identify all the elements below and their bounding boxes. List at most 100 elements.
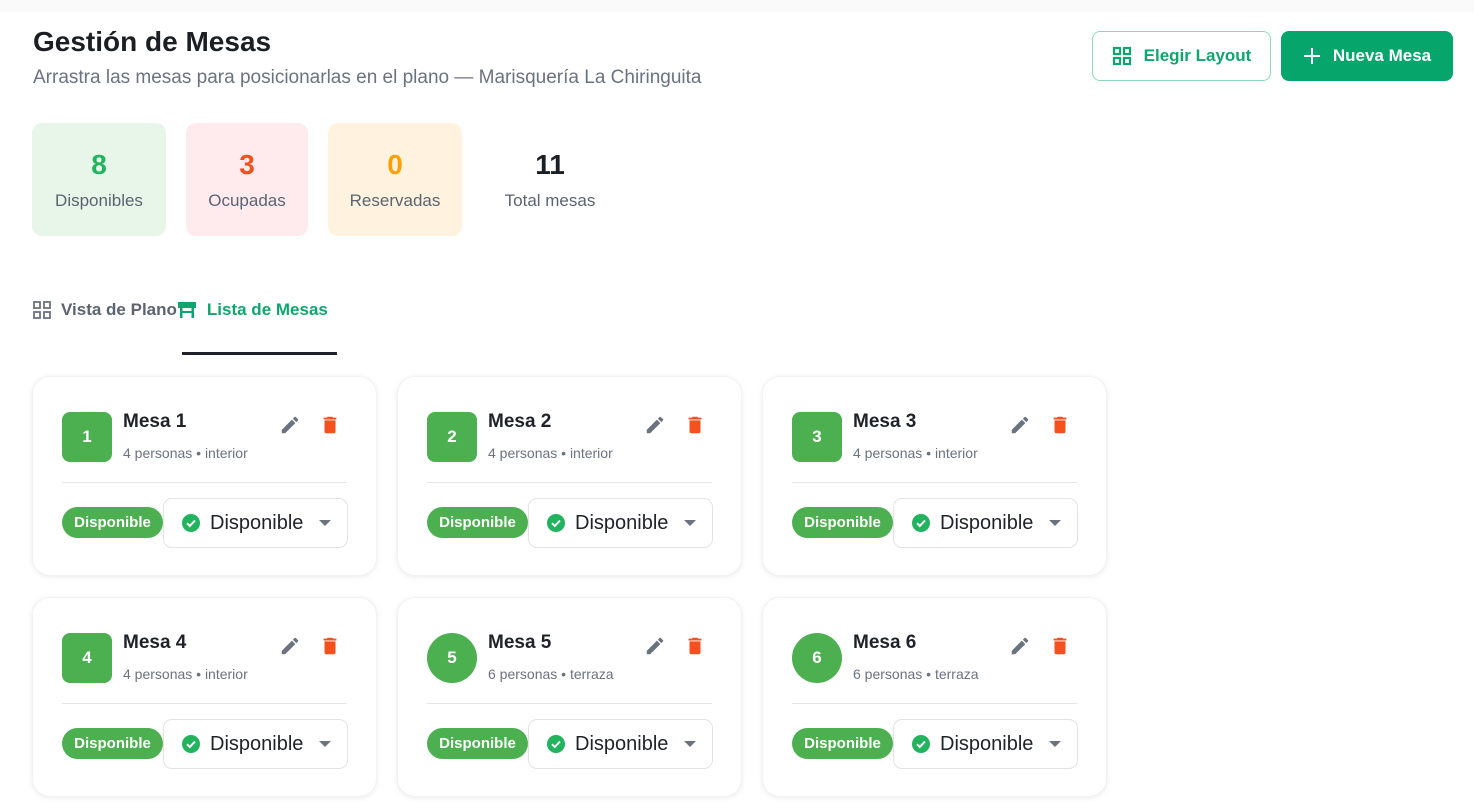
- active-tab-indicator: [182, 352, 337, 355]
- divider: [62, 482, 347, 483]
- status-badge: Disponible: [62, 728, 163, 759]
- caret-down-icon: [319, 741, 331, 747]
- caret-down-icon: [1049, 741, 1061, 747]
- caret-down-icon: [319, 520, 331, 526]
- table-info: 4 personas • interior: [123, 445, 248, 461]
- table-name: Mesa 2: [488, 411, 552, 432]
- stat-value: 0: [387, 149, 403, 180]
- status-badge: Disponible: [427, 507, 528, 538]
- table-number-badge: 5: [427, 633, 477, 683]
- table-number-badge: 3: [792, 412, 842, 462]
- caret-down-icon: [684, 520, 696, 526]
- caret-down-icon: [1049, 520, 1061, 526]
- grid-icon: [33, 301, 51, 319]
- table-number-badge: 1: [62, 412, 112, 462]
- table-name: Mesa 6: [853, 632, 917, 653]
- divider: [427, 482, 712, 483]
- status-select[interactable]: Disponible: [163, 719, 348, 769]
- status-select-value: Disponible: [575, 511, 669, 534]
- table-info: 4 personas • interior: [853, 445, 978, 461]
- table-info: 6 personas • terraza: [853, 666, 979, 682]
- table-name: Mesa 3: [853, 411, 917, 432]
- edit-icon[interactable]: [1009, 414, 1031, 436]
- status-badge: Disponible: [792, 507, 893, 538]
- status-select[interactable]: Disponible: [893, 498, 1078, 548]
- status-select[interactable]: Disponible: [163, 498, 348, 548]
- status-select-value: Disponible: [575, 732, 669, 755]
- tab-table-list[interactable]: Lista de Mesas: [177, 300, 328, 320]
- new-table-label: Nueva Mesa: [1332, 46, 1432, 65]
- table-name: Mesa 1: [123, 411, 187, 432]
- table-info: 4 personas • interior: [488, 445, 613, 461]
- status-select[interactable]: Disponible: [893, 719, 1078, 769]
- page-subtitle: Arrastra las mesas para posicionarlas en…: [33, 67, 702, 88]
- check-circle-icon: [547, 735, 565, 753]
- status-select-value: Disponible: [940, 732, 1034, 755]
- divider: [792, 482, 1077, 483]
- caret-down-icon: [684, 741, 696, 747]
- check-circle-icon: [182, 735, 200, 753]
- status-select-value: Disponible: [210, 732, 304, 755]
- table-info: 6 personas • terraza: [488, 666, 614, 682]
- stat-card: 3 Ocupadas: [186, 123, 308, 236]
- trash-icon[interactable]: [684, 414, 706, 436]
- status-select[interactable]: Disponible: [528, 719, 713, 769]
- edit-icon[interactable]: [279, 635, 301, 657]
- view-tabs: Vista de Plano Lista de Mesas: [33, 300, 328, 320]
- stat-value: 8: [91, 149, 107, 180]
- check-circle-icon: [912, 735, 930, 753]
- table-card[interactable]: 2 Mesa 2 4 personas • interior Disponibl…: [397, 376, 742, 576]
- table-card[interactable]: 6 Mesa 6 6 personas • terraza Disponible…: [762, 597, 1107, 797]
- trash-icon[interactable]: [684, 635, 706, 657]
- table-info: 4 personas • interior: [123, 666, 248, 682]
- trash-icon[interactable]: [1049, 414, 1071, 436]
- divider: [62, 703, 347, 704]
- edit-icon[interactable]: [1009, 635, 1031, 657]
- page-title: Gestión de Mesas: [33, 26, 272, 57]
- trash-icon[interactable]: [319, 635, 341, 657]
- check-circle-icon: [912, 514, 930, 532]
- stat-card: 11 Total mesas: [482, 123, 618, 236]
- table-number-badge: 4: [62, 633, 112, 683]
- check-circle-icon: [182, 514, 200, 532]
- stat-label: Reservadas: [349, 191, 441, 210]
- tab-floor-plan[interactable]: Vista de Plano: [33, 300, 177, 320]
- table-card[interactable]: 5 Mesa 5 6 personas • terraza Disponible…: [397, 597, 742, 797]
- table-number-badge: 2: [427, 412, 477, 462]
- choose-layout-label: Elegir Layout: [1143, 46, 1252, 65]
- top-strip: [0, 0, 1474, 12]
- status-badge: Disponible: [792, 728, 893, 759]
- table-card[interactable]: 1 Mesa 1 4 personas • interior Disponibl…: [32, 376, 377, 576]
- stat-value: 11: [535, 149, 565, 180]
- grid-icon: [1112, 46, 1131, 66]
- edit-icon[interactable]: [279, 414, 301, 436]
- tab-label: Vista de Plano: [61, 300, 177, 319]
- plus-icon: [1303, 48, 1320, 64]
- stat-card: 8 Disponibles: [32, 123, 166, 236]
- new-table-button[interactable]: Nueva Mesa: [1281, 31, 1453, 81]
- edit-icon[interactable]: [644, 414, 666, 436]
- stat-label: Total mesas: [504, 191, 596, 210]
- divider: [792, 703, 1077, 704]
- status-select[interactable]: Disponible: [528, 498, 713, 548]
- status-badge: Disponible: [427, 728, 528, 759]
- status-select-value: Disponible: [940, 511, 1034, 534]
- choose-layout-button[interactable]: Elegir Layout: [1092, 31, 1271, 81]
- status-badge: Disponible: [62, 507, 163, 538]
- table-number-badge: 6: [792, 633, 842, 683]
- stat-label: Disponibles: [55, 191, 143, 210]
- table-name: Mesa 4: [123, 632, 187, 653]
- table-card[interactable]: 3 Mesa 3 4 personas • interior Disponibl…: [762, 376, 1107, 576]
- table-icon: [177, 302, 196, 318]
- trash-icon[interactable]: [1049, 635, 1071, 657]
- edit-icon[interactable]: [644, 635, 666, 657]
- check-circle-icon: [547, 514, 565, 532]
- status-select-value: Disponible: [210, 511, 304, 534]
- stat-label: Ocupadas: [208, 191, 286, 210]
- table-card[interactable]: 4 Mesa 4 4 personas • interior Disponibl…: [32, 597, 377, 797]
- stat-value: 3: [239, 149, 255, 180]
- trash-icon[interactable]: [319, 414, 341, 436]
- divider: [427, 703, 712, 704]
- tab-label: Lista de Mesas: [206, 300, 328, 319]
- stat-card: 0 Reservadas: [328, 123, 462, 236]
